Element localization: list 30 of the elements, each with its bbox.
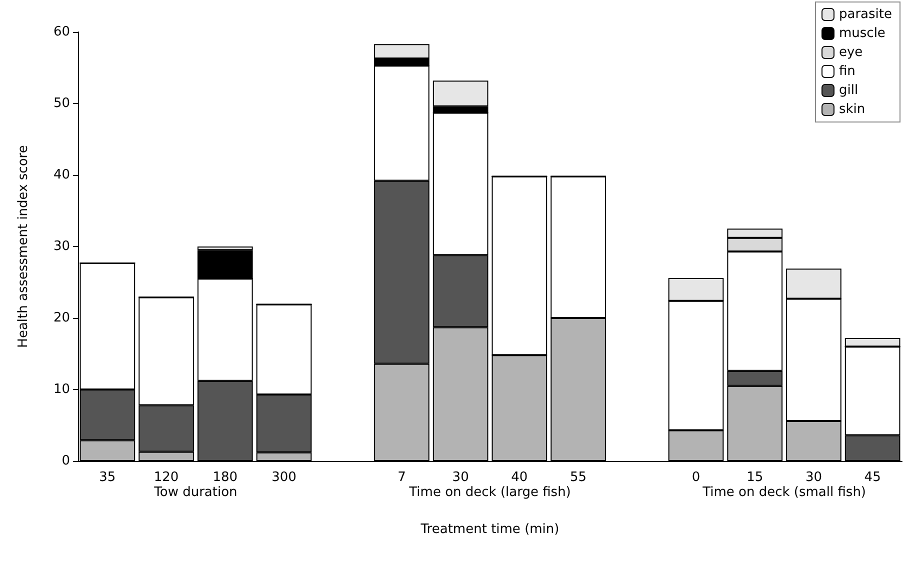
y-tick-label: 0 (62, 454, 70, 468)
y-axis-title: Health assessment index score (16, 145, 31, 348)
y-tick-label: 30 (53, 239, 70, 254)
x-tick-label: 35 (99, 470, 116, 485)
y-tick-label: 40 (53, 168, 70, 182)
text: Tow duration (153, 485, 238, 500)
x-tick-label: 45 (864, 470, 881, 485)
y-tick-label: 60 (53, 24, 70, 40)
x-tick-label: 300 (272, 470, 296, 485)
legend-label: parasite (838, 7, 892, 22)
legend-label: skin (838, 102, 866, 117)
x-tick-label: 55 (570, 470, 587, 485)
text: Time on deck (small fish) (702, 485, 866, 500)
x-tick-label: 40 (511, 470, 528, 485)
x-tick-label: 7 (398, 470, 406, 485)
x-tick-label: 15 (746, 470, 764, 485)
x-tick-label: 120 (154, 470, 179, 485)
text: Time on deck (large fish) (408, 485, 571, 500)
x-tick-label: 180 (212, 470, 238, 485)
legend-label: muscle (838, 26, 886, 41)
legend-label: fin (838, 64, 856, 79)
y-tick-label: 50 (53, 96, 70, 111)
y-tick-label: 20 (53, 310, 70, 326)
y-tick-label: 10 (53, 382, 70, 397)
x-tick-label: 30 (805, 470, 822, 485)
x-axis-title: Treatment time (min) (420, 522, 560, 537)
legend-label: eye (838, 45, 863, 60)
x-tick-label: 30 (452, 470, 469, 485)
x-tick-label: 0 (692, 470, 700, 485)
legend-label: gill (838, 83, 858, 98)
